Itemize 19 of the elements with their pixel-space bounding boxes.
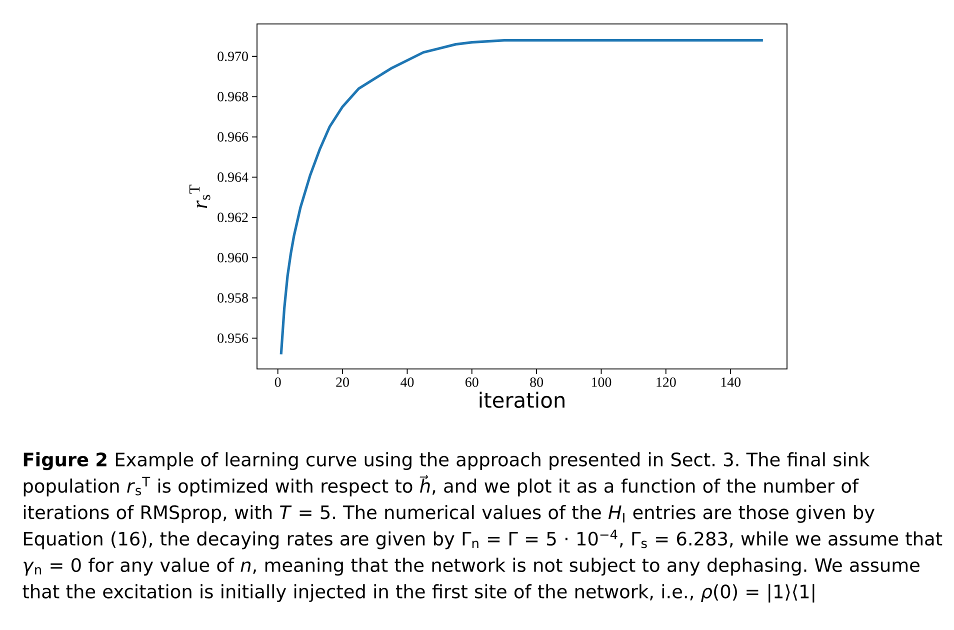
x-tick-label: 0 [274,377,281,387]
y-axis-title: r$_{s}$T [189,184,210,208]
y-tick-label: 0.966 [218,132,248,142]
y-tick-label: 0.964 [218,172,248,182]
x-tick-label: 100 [592,377,612,387]
x-tick-label: 80 [530,377,543,387]
text: Figure 2 Example of learning curve using the approach presented in Sect. 3. The final sink population r$_{s}$$^{T}$ is optimized with respect to h⃗, and we plot it as a function of the number of iterations of RMSprop, with T = 5. The numerical values of the H$_{I}$ entries are those given by Equation (16), the decaying rates are given by Γ$_{n}$ = Γ = 5 · 10$^{−4}$, Γ$_{s}$ = 6.283, while we assume that γ$_{n}$ = 0 for any value of n, meaning that the network is not subject to any dephasing. We assume that the excitation is initially injected in the first site of the network, i.e., ρ(0) = |1⟩⟨1| [22,452,942,603]
y-tick-label: 0.968 [218,92,248,102]
y-tick-label: 0.962 [218,212,248,222]
x-tick-label: 140 [721,377,741,387]
x-tick-label: 60 [466,377,478,387]
x-axis-title: iteration [480,392,564,408]
x-tick-label: 20 [336,377,349,387]
y-tick-label: 0.960 [218,252,248,262]
y-tick-label: 0.970 [218,52,248,62]
x-tick-label: 120 [656,377,676,387]
x-tick-label: 40 [400,377,414,387]
y-tick-label: 0.956 [218,333,248,343]
y-tick-label: 0.958 [218,293,248,303]
